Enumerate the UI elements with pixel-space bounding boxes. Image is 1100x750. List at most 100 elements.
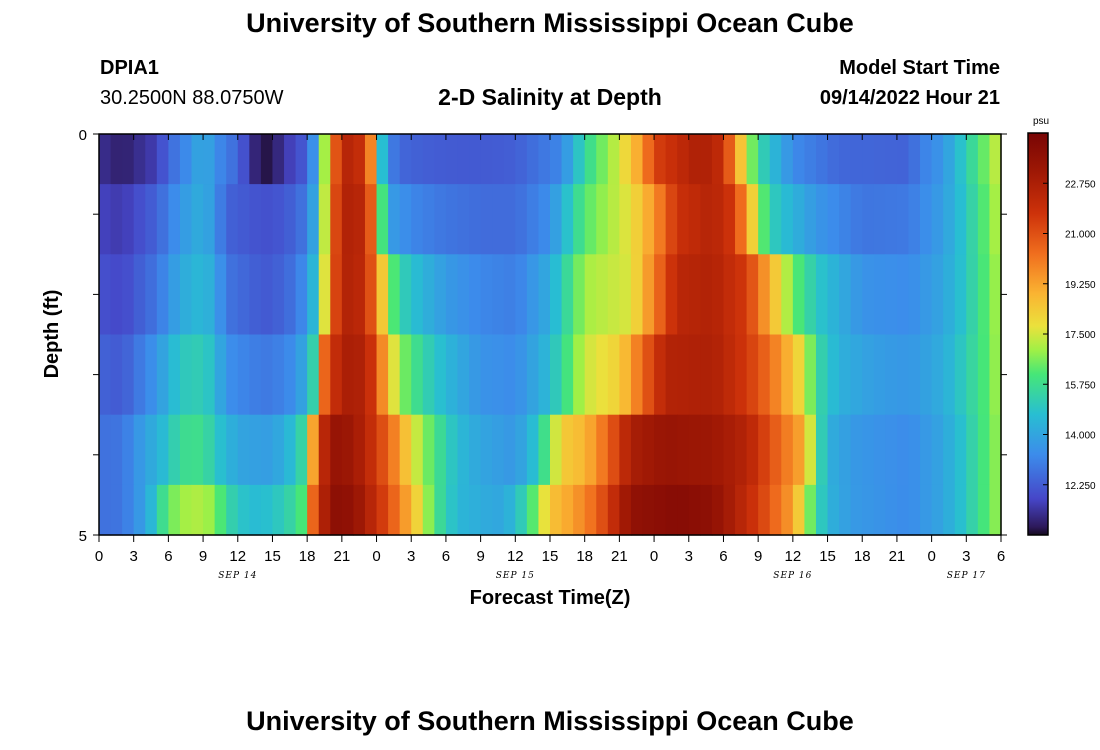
heatmap-cell [364,484,378,536]
heatmap-cell [388,254,401,336]
heatmap-cell [989,414,1002,486]
heatmap-cell [943,184,956,255]
heatmap-cell [607,254,620,336]
colorbar-tick-label: 12.250 [1065,481,1096,492]
x-tick-label: 3 [407,548,415,565]
heatmap-cell [781,184,794,255]
heatmap-cell [503,184,516,255]
heatmap-cell [538,254,551,336]
heatmap-cell [723,334,736,416]
heatmap-cell [977,484,991,536]
heatmap-cell [249,254,262,336]
heatmap-cell [642,254,655,336]
heatmap-cell [295,484,308,536]
heatmap-cell [665,484,678,536]
heatmap-cell [711,484,725,536]
heatmap-cell [203,484,216,536]
heatmap-cell [735,414,748,486]
colorbar-tick-label: 14.000 [1065,431,1096,442]
heatmap-cell [307,254,320,336]
heatmap-cell [133,254,146,336]
heatmap-cell [364,134,378,185]
heatmap-cell [630,184,644,255]
heatmap-cell [931,134,944,185]
x-tick-label: 9 [754,548,762,565]
heatmap-cell [746,414,759,486]
heatmap-cell [295,184,308,255]
salinity-chart: 0 3 6 9 12 15 18 21 0 3 6 9 12 15 18 21 0 3 6 9 12 15 18 21 0 3 6 S… [41,116,1096,609]
heatmap-cell [977,184,991,255]
heatmap-cell [815,184,829,255]
heatmap-cell [457,134,470,185]
heatmap-cell [249,184,262,255]
heatmap-cell [538,484,551,536]
heatmap-cell [469,334,482,416]
heatmap-cell [873,184,886,255]
heatmap-cell [168,254,181,336]
heatmap-cell [388,484,401,536]
heatmap-cell [908,484,921,536]
heatmap-cell [133,484,146,536]
heatmap-cell [480,414,493,486]
heatmap-cell [457,414,470,486]
heatmap-cell [133,184,146,255]
x-tick-label: 12 [507,548,524,565]
heatmap-cell [550,184,563,255]
heatmap-cell [422,414,435,486]
heatmap-cell [677,414,690,486]
heatmap-cell [156,134,169,185]
heatmap-cell [203,254,216,336]
heatmap-cell [318,184,331,255]
heatmap-cell [850,414,863,486]
heatmap-cell [318,484,331,536]
heatmap-cell [272,134,285,185]
heatmap-cell [480,334,493,416]
heatmap-cell [538,414,551,486]
heatmap-cell [399,134,412,185]
heatmap-cell [989,254,1002,336]
heatmap-cell [688,334,701,416]
heatmap-cell [781,134,794,185]
heatmap-cell [688,134,701,185]
heatmap-cell [758,484,771,536]
heatmap-cell [700,134,713,185]
heatmap-cell [943,484,956,536]
heatmap-cell [411,134,424,185]
heatmap-cell [561,134,574,185]
heatmap-cell [781,254,794,336]
x-tick-label: 12 [785,548,802,565]
heatmap-cell [168,484,181,536]
heatmap-cell [804,484,817,536]
heatmap-cell [584,254,597,336]
x-tick-label: 18 [854,548,871,565]
heatmap-cell [260,134,274,185]
heatmap-cell [839,254,852,336]
heatmap-cell [584,134,597,185]
heatmap-cell [711,334,725,416]
heatmap-cell [214,184,227,255]
heatmap-cell [781,414,794,486]
heatmap-cell [515,254,528,336]
x-tick-label: 3 [685,548,693,565]
heatmap-cell [341,254,355,336]
heatmap-cell [237,184,250,255]
heatmap-cell [677,484,690,536]
heatmap-cell [792,254,806,336]
heatmap-cell [214,334,227,416]
heatmap-cell [353,414,366,486]
heatmap-cell [561,184,574,255]
heatmap-cell [249,414,262,486]
x-tick-label: 3 [130,548,138,565]
heatmap-cell [815,414,829,486]
heatmap-cell [434,134,447,185]
heatmap-cell [272,254,285,336]
heatmap-cell [480,184,493,255]
colorbar-tick-label: 21.000 [1065,230,1096,241]
heatmap-cell [769,334,782,416]
heatmap-cell [584,484,597,536]
heatmap-cell [376,484,389,536]
heatmap-cell [318,254,331,336]
heatmap-cell [341,334,355,416]
heatmap-cell [260,484,274,536]
heatmap-cell [364,254,378,336]
